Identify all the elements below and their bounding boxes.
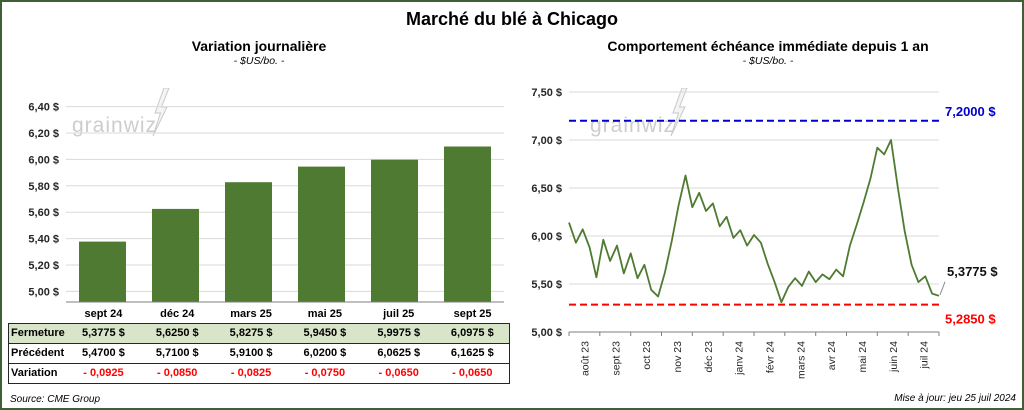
watermark-text: grainwiz	[72, 114, 158, 137]
bar	[225, 182, 272, 302]
table-cell: 5,8275 $	[214, 322, 288, 344]
line-chart-svg: 7,50 $ 7,00 $ 6,50 $ 6,00 $ 5,50 $ 5,00 $ août…	[531, 87, 998, 379]
bar	[371, 159, 418, 302]
bar-chart-subtitle: - $US/bo. -	[233, 55, 285, 67]
category-label: juil 25	[383, 308, 415, 321]
x-tick-label: juil 24	[919, 341, 931, 370]
x-tick-label: janv 24	[734, 341, 746, 376]
daily-variation-panel: Variation journalière - $US/bo. - grainw…	[8, 34, 510, 408]
x-tick-label: août 23	[579, 341, 591, 376]
category-spacer	[9, 306, 67, 323]
x-tick-label: mai 24	[857, 341, 869, 373]
x-tick-label: nov 23	[672, 341, 684, 373]
immediate-maturity-panel: Comportement échéance immédiate depuis 1…	[514, 34, 1022, 408]
y-tick-label: 5,50 $	[531, 279, 562, 291]
table-cell: 6,0625 $	[361, 343, 436, 364]
y-tick-label: 7,00 $	[531, 135, 562, 147]
bar-chart-area: grainwiz 6,40 $ 6,20 $ 6,00 $ 5,80 $ 5,60 $ 5…	[8, 88, 510, 306]
y-tick-label: 6,50 $	[531, 183, 562, 195]
row-label-precedent: Précédent	[8, 343, 67, 364]
last-value-label: 5,3775 $	[947, 264, 998, 279]
source-note: Source: CME Group	[10, 394, 101, 405]
table-cell: - 0,0825	[214, 363, 288, 384]
x-tick-label: oct 23	[641, 341, 653, 370]
table-cell: 5,9975 $	[361, 322, 436, 344]
line-chart-title: Comportement échéance immédiate depuis 1…	[607, 38, 929, 54]
bar	[444, 146, 491, 302]
price-table: sept 24 déc 24 mars 25 mai 25 juil 25 se…	[8, 306, 510, 384]
grainwiz-watermark: grainwiz	[72, 88, 170, 138]
reference-line-label: 7,2000 $	[945, 104, 996, 119]
category-label: sept 24	[84, 308, 123, 321]
callout-leader	[939, 281, 946, 295]
bar	[298, 166, 345, 302]
y-tick-label: 6,40 $	[28, 102, 59, 114]
x-tick-label: juin 24	[888, 341, 900, 373]
fermeture-row: Fermeture 5,3775 $ 5,6250 $ 5,8275 $ 5,9…	[8, 322, 510, 344]
table-cell: - 0,0750	[287, 363, 362, 384]
y-tick-label: 5,00 $	[531, 327, 562, 339]
bar	[79, 241, 126, 302]
updated-note: Mise à jour: jeu 25 juil 2024	[894, 393, 1016, 404]
y-tick-label: 6,20 $	[28, 128, 59, 140]
category-label: mai 25	[307, 308, 343, 321]
table-cell: 6,0975 $	[435, 322, 510, 344]
table-cell: 5,7100 $	[140, 343, 215, 364]
x-tick-label: avr 24	[826, 341, 838, 370]
page-title: Marché du blé à Chicago	[405, 9, 619, 29]
row-label-variation: Variation	[8, 363, 67, 384]
x-tick-label: déc 23	[703, 341, 715, 373]
row-label-fermeture: Fermeture	[8, 322, 67, 344]
variation-row: Variation - 0,0925 - 0,0850 - 0,0825 - 0…	[8, 363, 510, 384]
x-tick-label: mars 24	[795, 341, 807, 379]
y-tick-label: 6,00 $	[531, 231, 562, 243]
y-tick-label: 5,00 $	[28, 286, 59, 298]
y-tick-label: 5,60 $	[28, 207, 59, 219]
y-tick-label: 7,50 $	[531, 87, 562, 99]
table-cell: 5,9450 $	[287, 322, 362, 344]
table-cell: - 0,0850	[140, 363, 215, 384]
category-label: mars 25	[230, 308, 272, 321]
table-cell: 5,3775 $	[66, 322, 141, 344]
line-chart-subtitle: - $US/bo. -	[742, 55, 794, 67]
bar-chart-svg: 6,40 $ 6,20 $ 6,00 $ 5,80 $ 5,60 $ 5,40 $ 5,20…	[28, 102, 504, 303]
y-tick-label: 5,80 $	[28, 181, 59, 193]
category-label: sept 25	[453, 308, 492, 321]
x-tick-label: sept 23	[610, 341, 622, 376]
bar	[152, 208, 199, 302]
y-tick-label: 5,40 $	[28, 234, 59, 246]
table-cell: - 0,0650	[361, 363, 436, 384]
bar-chart-title: Variation journalière	[191, 38, 327, 54]
lightning-bolt-icon	[152, 88, 170, 136]
grainwiz-watermark: grainwiz	[590, 88, 688, 138]
category-header-row: sept 24 déc 24 mars 25 mai 25 juil 25 se…	[9, 306, 510, 323]
table-cell: 6,1625 $	[435, 343, 510, 364]
y-tick-label: 5,20 $	[28, 260, 59, 272]
line-chart-area: grainwiz 7,50 $ 7,00 $ 6,50 $ 6,00 $ 5,50 $ 5…	[514, 84, 1020, 390]
table-cell: 5,6250 $	[140, 322, 215, 344]
table-cell: - 0,0925	[66, 363, 141, 384]
table-cell: - 0,0650	[435, 363, 510, 384]
precedent-row: Précédent 5,4700 $ 5,7100 $ 5,9100 $ 6,0…	[8, 343, 510, 364]
table-cell: 5,4700 $	[66, 343, 141, 364]
table-cell: 5,9100 $	[214, 343, 288, 364]
table-cell: 6,0200 $	[287, 343, 362, 364]
price-line	[568, 139, 940, 304]
y-tick-label: 6,00 $	[28, 154, 59, 166]
reference-line-label: 5,2850 $	[945, 312, 996, 327]
x-tick-label: févr 24	[764, 341, 776, 373]
category-label: déc 24	[160, 308, 195, 321]
watermark-text: grainwiz	[590, 114, 676, 137]
lightning-bolt-icon	[670, 88, 688, 136]
